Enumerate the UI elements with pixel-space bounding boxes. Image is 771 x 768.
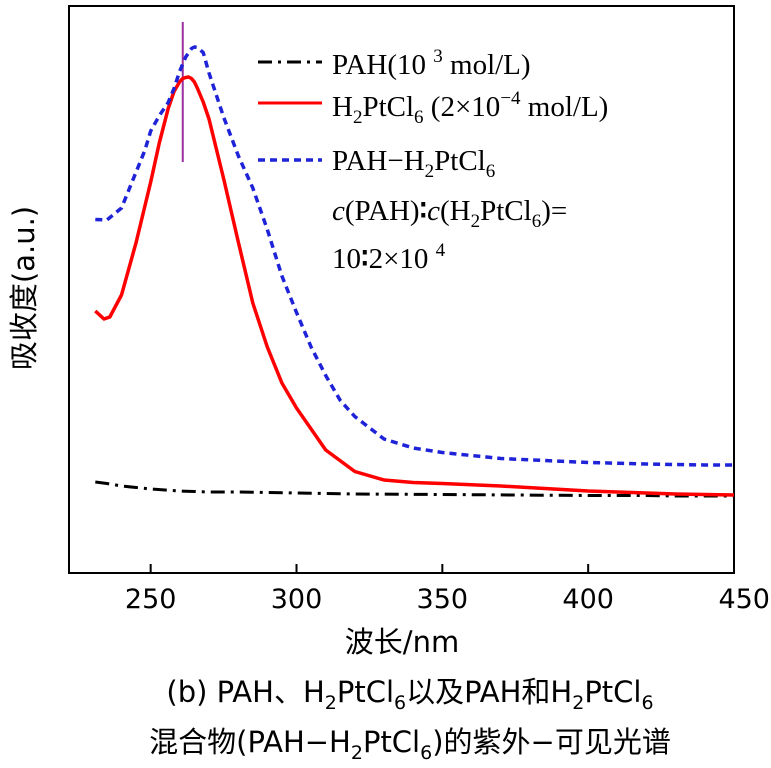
legend: PAH(10 3 mol/L) H2PtCl6 (2×10−4 mol/L) P…: [258, 46, 608, 275]
figure-caption-line-1: (b) PAH、H2PtCl6以及PAH和H2PtCl6: [166, 675, 653, 714]
series-mix-line: [95, 45, 734, 467]
legend-label-h2ptcl6: H2PtCl6 (2×10−4 mol/L): [332, 88, 608, 128]
x-tick-label: 300: [271, 584, 323, 615]
x-axis-title: 波长/nm: [345, 625, 459, 659]
legend-label-pah: PAH(10 3 mol/L): [332, 46, 531, 81]
legend-label-mix-ratio: c(PAH)∶c(H2PtCl6)=: [332, 195, 567, 232]
series-h2ptcl6-line: [94, 75, 735, 497]
legend-label-mix: PAH−H2PtCl6: [332, 145, 495, 182]
x-tick-label: 450: [718, 584, 770, 615]
x-axis-ticks: 250 300 350 400 450: [125, 564, 770, 615]
figure-caption-line-2: 混合物(PAH−H2PtCl6)的紫外−可见光谱: [149, 725, 671, 764]
x-tick-label: 350: [417, 584, 469, 615]
plot-frame: [68, 5, 735, 574]
series-pah-line: [95, 480, 734, 498]
series-group: [94, 45, 735, 498]
legend-label-mix-value: 10∶2×10 4: [332, 240, 446, 275]
y-axis-title: 吸收度(a.u.): [7, 206, 41, 370]
x-tick-label: 400: [562, 584, 614, 615]
x-tick-label: 250: [125, 584, 177, 615]
